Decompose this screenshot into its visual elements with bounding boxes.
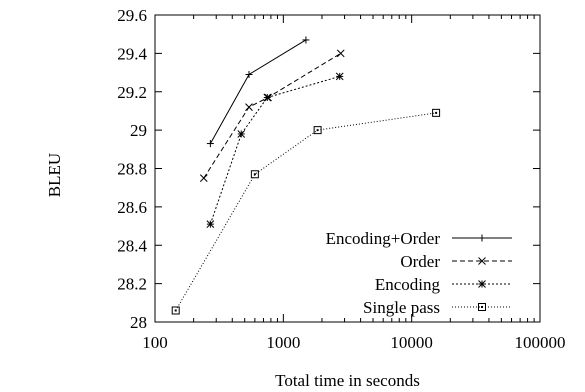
legend-label-encoding: Encoding	[375, 275, 441, 294]
plot-area: 28 28.2 28.4 28.6 28.8 29 29.2 29.4 29.6 100 1000 1…	[117, 6, 565, 352]
series-layer	[171, 36, 441, 315]
y-tick-label: 29.6	[117, 6, 147, 25]
legend-marker-encoding	[478, 280, 486, 288]
legend-marker-order	[478, 257, 486, 265]
data-point-encoding-order	[206, 140, 214, 148]
data-point-single-pass	[250, 170, 259, 179]
legend: Encoding+Order Order Encoding Single pass	[326, 229, 512, 317]
legend-label-single-pass: Single pass	[363, 298, 440, 317]
x-tick-label: 100000	[515, 333, 566, 352]
data-point-encoding	[237, 130, 246, 138]
y-tick-label: 29	[130, 121, 147, 140]
data-point-encoding-order	[245, 70, 253, 78]
y-tick-label: 28	[130, 313, 147, 332]
data-point-single-pass	[432, 108, 441, 117]
series-line-order	[203, 52, 341, 179]
data-point-order	[199, 174, 208, 182]
y-tick-label: 28.2	[117, 275, 147, 294]
data-point-encoding	[335, 72, 344, 81]
x-tick-label: 10000	[390, 333, 433, 352]
y-tick-label: 28.8	[117, 160, 147, 179]
data-point-order	[245, 103, 253, 111]
legend-label-encoding-order: Encoding+Order	[326, 229, 441, 248]
data-point-single-pass	[171, 306, 180, 315]
x-axis-label: Total time in seconds	[275, 371, 420, 390]
plot-frame	[154, 14, 541, 323]
legend-marker-encoding-order	[478, 234, 486, 242]
data-point-encoding	[206, 220, 215, 228]
y-tick-label: 29.4	[117, 44, 147, 63]
data-point-single-pass	[313, 126, 322, 135]
y-tick-label: 28.4	[117, 236, 147, 255]
series-line-encoding-order	[209, 39, 307, 144]
y-tick-label: 28.6	[117, 198, 147, 217]
series-line-single-pass	[175, 112, 437, 311]
data-point-encoding	[263, 93, 272, 102]
x-tick-label: 100	[142, 333, 168, 352]
x-tick-label: 1000	[266, 333, 300, 352]
data-point-order	[336, 49, 345, 58]
y-axis-label: BLEU	[45, 153, 64, 197]
data-point-encoding-order	[302, 36, 310, 44]
legend-label-order: Order	[400, 252, 440, 271]
legend-marker-single-pass	[478, 303, 486, 311]
y-tick-label: 29.2	[117, 83, 147, 102]
series-line-encoding	[209, 75, 340, 225]
